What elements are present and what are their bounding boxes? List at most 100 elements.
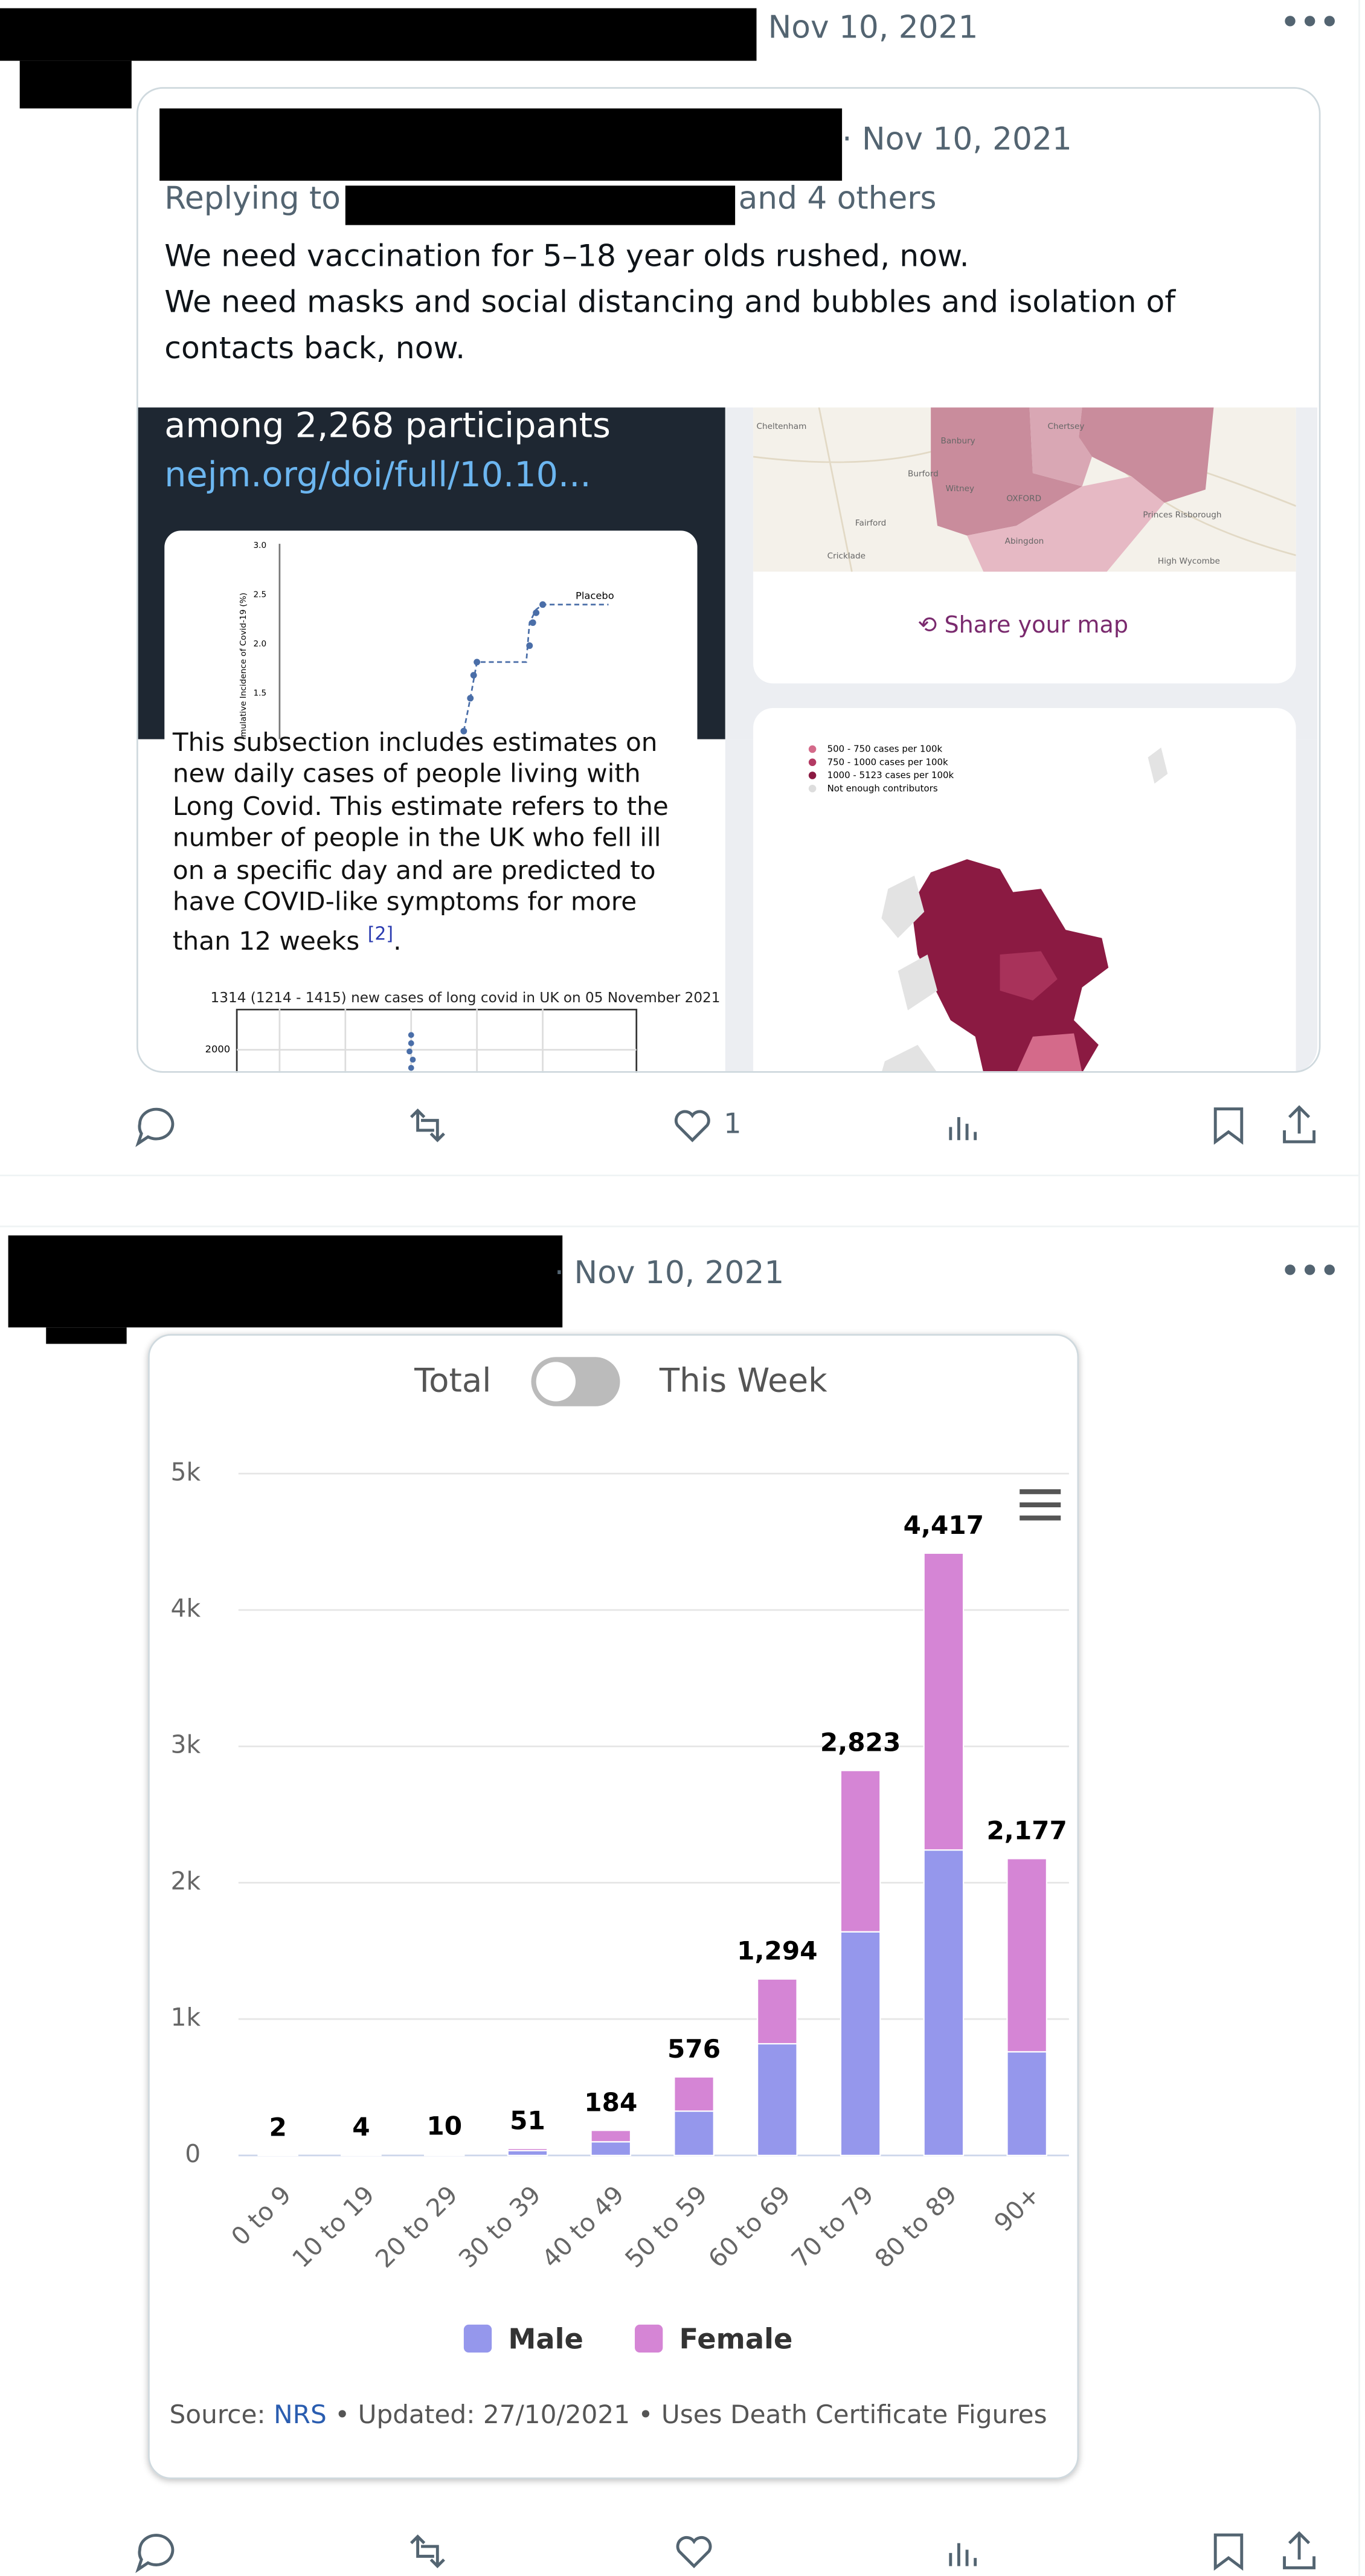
tick-label: 2.0 [253,639,266,649]
replying-to: Replying to [164,181,341,217]
toggle-switch[interactable] [531,1357,620,1406]
legend-label: Female [679,2323,793,2355]
divider [0,1174,1359,1177]
line-label: Placebo [576,590,614,602]
share-label[interactable]: Share your map [944,613,1129,639]
redaction [19,60,132,109]
source-link[interactable]: NRS [274,2400,327,2430]
region [967,476,1164,572]
toggle-right[interactable]: This Week [659,1360,827,1400]
x-tick-label: 80 to 89 [869,2180,963,2274]
total-label: 2,823 [820,1728,901,1757]
source-rest: • Updated: 27/10/2021 • Uses Death Certi… [335,2400,1047,2430]
redaction [46,1327,127,1344]
total-label: 576 [667,2034,721,2064]
bar-segment [590,2130,632,2143]
tweet-actions [135,2531,1316,2574]
share-icon[interactable] [1283,1105,1316,1144]
x-tick-label: 90+ [988,2180,1045,2238]
bar-segment [673,2110,715,2156]
bar-segment [1006,1858,1047,2053]
bookmark-icon[interactable] [1213,2533,1244,2571]
tick-label: 2000 [205,1043,231,1055]
retweet-icon[interactable] [410,1108,445,1142]
replying-others: and 4 others [738,181,937,217]
toggle-knob[interactable] [536,1362,576,1402]
legend-text: 1000 - 5123 cases per 100k [827,770,954,781]
like-icon[interactable] [676,2536,712,2569]
frame [236,1008,638,1073]
retweet-icon[interactable] [410,2534,445,2569]
total-label: 2,177 [986,1815,1067,1845]
region [931,407,1082,536]
footnote[interactable]: [2] [367,924,394,945]
tick-label: 1.5 [253,689,266,698]
menu-icon[interactable] [1020,1489,1061,1521]
total-label: 4,417 [904,1510,984,1540]
reply-icon[interactable] [135,2534,175,2574]
text-line: We need vaccination for 5–18 year olds r… [164,240,969,275]
place: High Wycombe [1157,556,1220,567]
bar-segment [840,1769,881,1933]
total-label: 2 [269,2112,286,2142]
bar-segment [590,2141,632,2156]
y-tick-label: 5k [171,1457,201,1486]
quote-date: · Nov 10, 2021 [842,121,1072,158]
study-text: among 2,268 participants [164,405,611,445]
paragraph: This subsection includes estimates on ne… [172,727,669,958]
redaction [345,185,736,225]
period: . [393,927,402,958]
bookmark-icon[interactable] [1213,1107,1244,1145]
region [1029,407,1092,486]
y-tick-label: 0 [185,2139,201,2168]
link[interactable]: nejm.org/doi/full/10.10... [164,455,591,495]
y-tick-label: 4k [171,1594,201,1623]
x-tick-label: 0 to 9 [225,2180,297,2252]
axis-label: Cumulative Incidence of Covid-19 (%) [239,593,248,739]
source: Source: NRS • Updated: 27/10/2021 • Uses… [169,2400,1047,2430]
share-button[interactable]: ⟲ Share your map [917,613,1129,639]
bar-segment [923,1849,965,2156]
bar-segment [507,2148,548,2152]
total-label: 51 [510,2105,545,2135]
place: OXFORD [1006,494,1042,504]
dots [460,601,546,735]
tweet-date: · Nov 10, 2021 [554,1255,785,1292]
bar-segment [673,2076,715,2112]
total-label: 1,294 [737,1936,817,1966]
legend-swatch [635,2324,663,2353]
divider [1358,0,1360,2576]
place: Fairford [855,519,887,529]
mini-chart-card [164,530,698,761]
more-button[interactable]: ••• [1279,1252,1340,1293]
views-icon[interactable] [949,1117,977,1141]
region [1079,407,1214,503]
x-tick-label: 10 to 19 [286,2180,380,2274]
share-icon[interactable] [1283,2531,1316,2569]
place: Burford [908,469,939,480]
total-label: 10 [426,2111,462,2141]
y-tick-label: 3k [171,1730,201,1759]
tick-label: 2.5 [253,590,266,599]
tweet-date: Nov 10, 2021 [768,10,978,47]
place: Abingdon [1004,537,1044,547]
like-icon[interactable] [674,1110,710,1142]
bar-segment [757,2043,798,2156]
total-label: 4 [352,2112,370,2142]
reply-icon[interactable] [135,1107,175,1147]
chart-card [148,1334,1079,2479]
toggle-left[interactable]: Total [414,1360,492,1400]
redaction [0,8,757,61]
bar-segment [1006,2051,1047,2156]
tweet-text: We need vaccination for 5–18 year olds r… [164,235,1299,373]
total-label: 184 [584,2087,637,2117]
mini-chart: 3.0 2.5 2.0 1.5 Cumulative Incidence of … [239,541,614,739]
x-tick-label: 40 to 49 [536,2180,630,2274]
more-button[interactable]: ••• [1279,3,1340,45]
views-icon[interactable] [949,2543,977,2566]
image-panel [136,739,725,1073]
